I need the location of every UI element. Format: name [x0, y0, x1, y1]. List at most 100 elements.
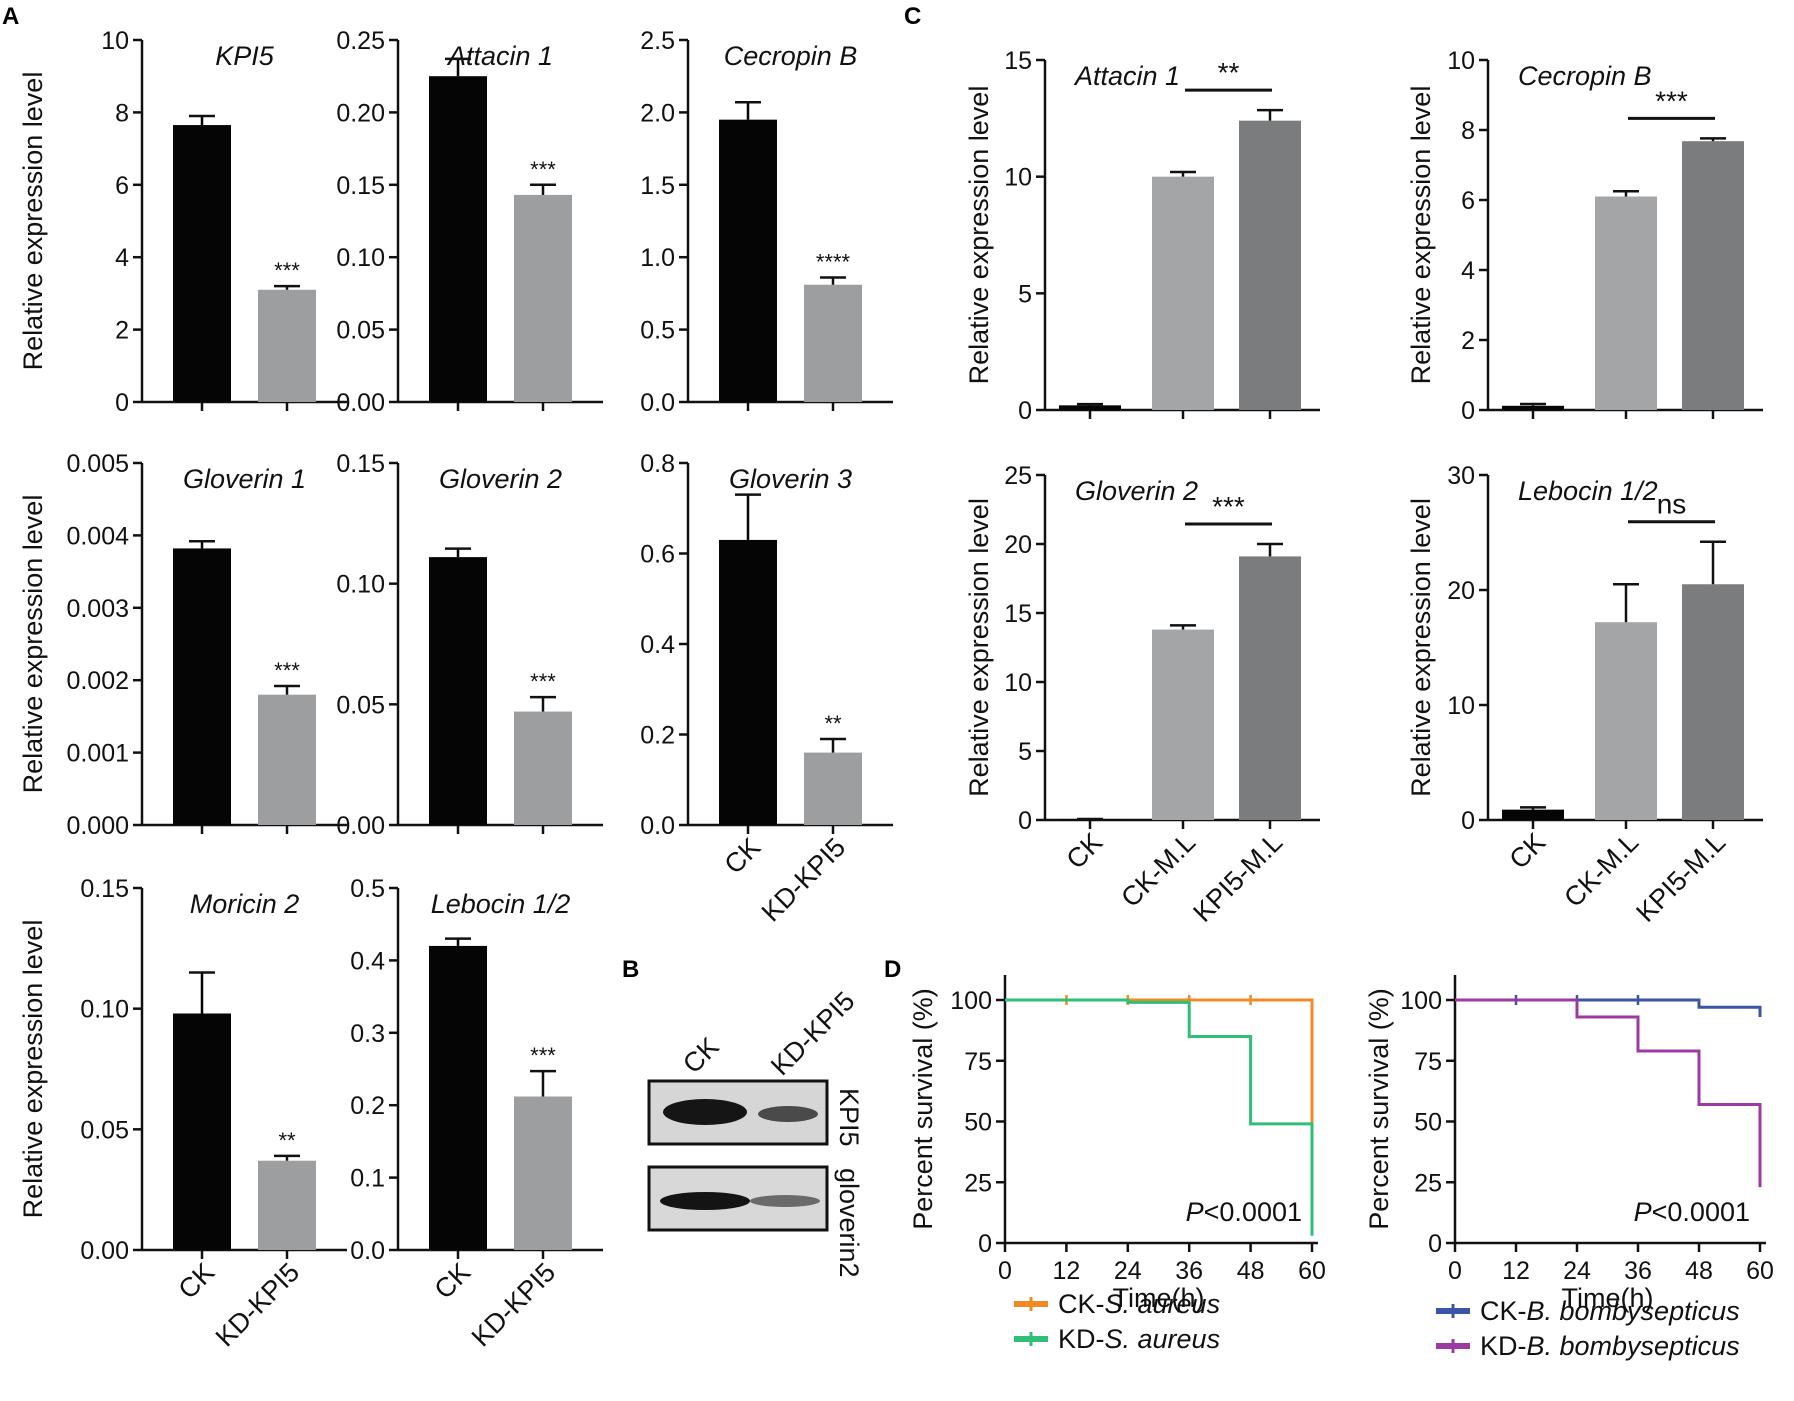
y-tick-label: 20 — [1447, 577, 1475, 605]
chart-title: Gloverin 2 — [439, 464, 562, 494]
panel-label-a: A — [2, 3, 19, 30]
bar-chart-c3: 0 5 10 15 20 25 Gloverin 2 Relative expression … — [964, 462, 1320, 928]
x-tick-label: 12 — [1502, 1257, 1530, 1285]
legend-organism: S. aureus — [1105, 1289, 1221, 1319]
bar-chart-c1: 0 5 10 15 Attacin 1 Relative expression level… — [964, 47, 1320, 425]
y-tick-label: 0.2 — [350, 1092, 385, 1120]
y-tick-label: 25 — [1004, 462, 1032, 490]
y-tick-label: 1.5 — [640, 172, 675, 200]
p-value-symbol: P — [1186, 1197, 1204, 1227]
bar-chart-a7: 0.00 0.05 0.10 0.15 Moricin 2 Relative expres… — [18, 875, 347, 1353]
y-tick-label: 75 — [964, 1048, 992, 1076]
significance-label: ** — [824, 711, 842, 736]
blot-band-gloverin2-kd — [750, 1195, 820, 1207]
significance-label: *** — [1212, 491, 1245, 522]
significance-label: *** — [1655, 85, 1688, 116]
legend-organism: S. aureus — [1105, 1324, 1221, 1354]
y-tick-label: 4 — [115, 244, 129, 272]
bar-chart-c4: 0 10 20 30 Lebocin 1/2 Relative expression le… — [1406, 462, 1763, 928]
bar-ck — [719, 119, 777, 402]
bar-ck-m.l — [1152, 176, 1214, 410]
x-tick-label: CK-M.L — [1558, 827, 1644, 913]
bar-ck — [429, 945, 487, 1250]
bar-ck — [173, 548, 231, 825]
y-tick-label: 0.05 — [80, 1116, 129, 1144]
chart-title: Attacin 1 — [446, 41, 553, 71]
bar-chart-a5: 0.00 0.05 0.10 0.15 Gloverin 2 *** — [336, 450, 603, 840]
legend-prefix: KD- — [1480, 1331, 1527, 1361]
legend-entry: KD-S. aureus — [1058, 1324, 1220, 1354]
chart-title: Gloverin 3 — [729, 464, 852, 494]
bar-chart-a4: 0.000 0.001 0.002 0.003 0.004 0.005 Gloverin 1… — [18, 450, 347, 840]
x-tick-label: 12 — [1052, 1257, 1080, 1285]
y-tick-label: 0.05 — [336, 317, 385, 345]
significance-label: *** — [530, 669, 556, 694]
bar-kd-kpi5 — [258, 1160, 316, 1250]
legend-entry: CK-B. bombysepticus — [1480, 1296, 1740, 1326]
bar-ck — [1502, 809, 1564, 820]
x-tick-label: 36 — [1624, 1257, 1652, 1285]
western-blot: CK KD-KPI5 KPI5 gloverin2 — [647, 986, 864, 1278]
y-tick-label: 0.10 — [80, 996, 129, 1024]
y-tick-label: 25 — [1414, 1169, 1442, 1197]
y-tick-label: 0.4 — [640, 631, 675, 659]
y-tick-label: 0.20 — [336, 99, 385, 127]
chart-title: Lebocin 1/2 — [431, 889, 571, 919]
blot-band-label-gloverin2: gloverin2 — [834, 1168, 864, 1278]
y-tick-label: 5 — [1018, 738, 1032, 766]
p-value-text: <0.0001 — [1652, 1197, 1750, 1227]
chart-title: Moricin 2 — [190, 889, 300, 919]
significance-label: ** — [278, 1128, 296, 1153]
y-tick-label: 2 — [1461, 327, 1475, 355]
x-tick-label: CK — [173, 1257, 221, 1305]
legend-prefix: CK- — [1058, 1289, 1105, 1319]
chart-title: Gloverin 2 — [1075, 476, 1198, 506]
y-tick-label: 100 — [950, 987, 992, 1015]
y-tick-label: 0.2 — [640, 722, 675, 750]
bar-kd-kpi5 — [804, 284, 862, 402]
x-tick-label: 48 — [1237, 1257, 1265, 1285]
legend-organism: B. bombysepticus — [1527, 1331, 1740, 1361]
y-tick-label: 0.0 — [640, 389, 675, 417]
y-tick-label: 0.10 — [336, 244, 385, 272]
y-tick-label: 0 — [978, 1230, 992, 1258]
x-tick-label: 60 — [1298, 1257, 1326, 1285]
bar-ck — [1059, 405, 1121, 410]
y-axis-label: Relative expression level — [1406, 86, 1436, 385]
y-tick-label: 8 — [1461, 117, 1475, 145]
y-tick-label: 50 — [964, 1109, 992, 1137]
significance-label: *** — [530, 157, 556, 182]
y-tick-label: 0.00 — [336, 812, 385, 840]
bar-kpi5-m.l — [1239, 120, 1301, 411]
legend-entry: CK-S. aureus — [1058, 1289, 1220, 1319]
chart-title: Cecropin B — [1518, 61, 1652, 91]
bar-chart-c2: 0 2 4 6 8 10 Cecropin B Relative expression lev… — [1406, 47, 1763, 425]
y-tick-label: 10 — [1447, 47, 1475, 75]
y-tick-label: 0.8 — [640, 450, 675, 478]
y-tick-label: 0.0 — [640, 812, 675, 840]
bar-ck — [429, 76, 487, 402]
bar-chart-a3: 0.0 0.5 1.0 1.5 2.0 2.5 Cecropin B **** — [640, 27, 893, 417]
x-tick-label: CK — [719, 832, 767, 880]
bar-kd-kpi5 — [514, 711, 572, 825]
y-tick-label: 0.6 — [640, 541, 675, 569]
legend-organism: B. bombysepticus — [1527, 1296, 1740, 1326]
panel-label-c: C — [904, 3, 921, 30]
x-tick-label: 24 — [1114, 1257, 1142, 1285]
y-tick-label: 2 — [115, 317, 129, 345]
y-tick-label: 1.0 — [640, 244, 675, 272]
x-tick-label: 36 — [1175, 1257, 1203, 1285]
chart-title: Attacin 1 — [1073, 61, 1180, 91]
x-tick-label: CK — [429, 1257, 477, 1305]
survival-chart-d1: 0 25 50 75 100 0 12 24 36 48 60 Time(h) Percent surv… — [908, 975, 1326, 1354]
x-tick-label: CK — [1504, 827, 1552, 875]
bar-ck — [173, 1013, 231, 1250]
y-tick-label: 0.001 — [66, 740, 129, 768]
x-tick-label: CK-M.L — [1115, 827, 1201, 913]
significance-label: *** — [530, 1043, 556, 1068]
significance-label: *** — [274, 658, 300, 683]
bar-kpi5-m.l — [1239, 556, 1301, 820]
x-tick-label: KD-KPI5 — [466, 1257, 561, 1352]
